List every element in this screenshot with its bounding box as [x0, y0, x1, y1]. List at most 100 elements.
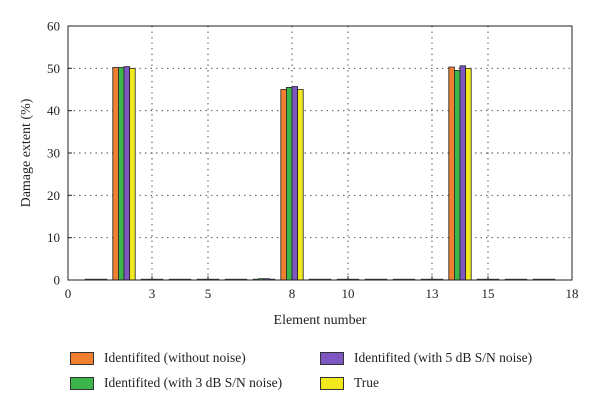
bar-element-17-series-4 — [549, 278, 556, 280]
bar-element-2-series-3 — [123, 66, 130, 281]
bar-element-15-series-4 — [493, 278, 500, 280]
legend-swatch-purple — [320, 351, 344, 365]
legend-swatch-orange — [70, 351, 94, 365]
bar-element-4-series-1 — [168, 278, 175, 280]
bar-element-2-series-2 — [118, 67, 125, 281]
y-tick-labels: 0 10 20 30 40 50 60 — [47, 19, 72, 288]
x-tick-label: 0 — [65, 286, 72, 301]
bar-group — [84, 65, 556, 281]
y-tick-label: 30 — [47, 146, 60, 161]
bar-element-3-series-4 — [157, 278, 164, 280]
y-tick-label: 40 — [47, 103, 60, 118]
chart-legend: Identifited (without noise) Identifited … — [66, 346, 586, 396]
bar-element-8-series-4 — [297, 89, 304, 281]
y-tick-label: 50 — [47, 61, 60, 76]
bar-element-17-series-3 — [544, 278, 550, 280]
bar-element-13-series-3 — [432, 278, 438, 280]
legend-item-without-noise: Identifited (without noise) — [70, 350, 246, 366]
bar-element-1-series-2 — [90, 278, 96, 280]
bar-element-10-series-2 — [342, 278, 348, 280]
x-tick-label: 3 — [149, 286, 156, 301]
bar-element-11-series-2 — [370, 278, 376, 280]
bar-element-1-series-4 — [101, 278, 108, 280]
bar-element-2-series-1 — [112, 67, 119, 281]
bar-element-3-series-1 — [140, 278, 147, 280]
bar-element-1-series-1 — [84, 278, 91, 280]
bar-element-5-series-4 — [213, 278, 220, 280]
bar-element-7-series-4 — [269, 278, 276, 280]
y-tick-label: 0 — [54, 273, 61, 288]
bar-element-10-series-4 — [353, 278, 360, 280]
bar-element-15-series-1 — [476, 278, 483, 280]
x-tick-label: 15 — [482, 286, 495, 301]
bar-element-6-series-4 — [241, 278, 248, 280]
grid-lines — [68, 26, 572, 280]
bar-element-11-series-1 — [364, 278, 371, 280]
x-tick-label: 5 — [205, 286, 212, 301]
bar-element-9-series-2 — [314, 278, 320, 280]
bar-element-14-series-1 — [448, 66, 455, 281]
bar-element-17-series-1 — [532, 278, 539, 280]
legend-item-true: True — [320, 375, 379, 391]
legend-label: Identifited (with 5 dB S/N noise) — [354, 350, 533, 365]
bar-element-8-series-1 — [280, 89, 287, 281]
y-tick-label: 60 — [47, 19, 60, 34]
bar-element-5-series-3 — [208, 278, 214, 280]
bar-element-8-series-2 — [285, 86, 293, 281]
bar-element-13-series-4 — [437, 278, 444, 280]
bar-element-16-series-2 — [510, 278, 516, 280]
plot-frame — [67, 25, 573, 281]
bar-element-9-series-3 — [320, 278, 326, 280]
bar-element-10-series-1 — [336, 278, 343, 280]
bar-element-13-series-2 — [426, 278, 432, 280]
y-tick-label: 10 — [47, 230, 60, 245]
x-tick-label: 13 — [426, 286, 439, 301]
bar-element-15-series-2 — [482, 278, 488, 280]
bar-element-15-series-3 — [488, 278, 494, 280]
bar-element-6-series-3 — [236, 278, 242, 280]
legend-label: Identifited (without noise) — [104, 350, 246, 365]
bar-element-14-series-4 — [465, 67, 472, 281]
bar-element-3-series-2 — [146, 278, 152, 280]
bar-element-9-series-1 — [308, 278, 315, 280]
bar-element-12-series-4 — [409, 278, 416, 280]
bar-element-9-series-4 — [325, 278, 332, 280]
bar-element-1-series-3 — [96, 278, 102, 280]
bar-element-4-series-3 — [180, 278, 186, 280]
bar-element-3-series-3 — [152, 278, 158, 280]
bar-element-2-series-4 — [129, 67, 136, 281]
bar-element-5-series-1 — [196, 278, 203, 280]
legend-swatch-green — [70, 376, 94, 390]
bar-element-8-series-3 — [291, 86, 298, 281]
y-axis-label: Damage extent (%) — [19, 98, 34, 207]
bar-element-4-series-2 — [174, 278, 180, 280]
bar-element-11-series-3 — [376, 278, 382, 280]
bar-element-16-series-1 — [504, 278, 511, 280]
bar-element-16-series-3 — [516, 278, 522, 280]
bar-element-12-series-2 — [398, 278, 404, 280]
bar-element-7-series-1 — [252, 278, 259, 280]
bar-element-6-series-1 — [224, 278, 231, 280]
x-tick-label: 8 — [289, 286, 296, 301]
x-axis-label: Element number — [274, 313, 367, 328]
damage-bar-chart: 0 3 5 8 10 13 15 18 0 10 20 30 40 50 60 Element numbe… — [19, 19, 579, 329]
x-tick-label: 10 — [342, 286, 355, 301]
bar-element-16-series-4 — [521, 278, 528, 280]
bar-element-10-series-3 — [348, 278, 354, 280]
bar-element-14-series-3 — [459, 65, 466, 281]
bar-element-5-series-2 — [202, 278, 208, 280]
bar-element-17-series-2 — [538, 278, 544, 280]
legend-label: Identifited (with 3 dB S/N noise) — [104, 375, 283, 390]
y-tick-label: 20 — [47, 188, 60, 203]
bar-element-12-series-3 — [404, 278, 410, 280]
x-tick-label: 18 — [566, 286, 579, 301]
legend-swatch-yellow — [320, 376, 344, 390]
bar-element-13-series-1 — [420, 278, 427, 280]
legend-item-3db-noise: Identifited (with 3 dB S/N noise) — [70, 375, 282, 391]
bar-element-11-series-4 — [381, 278, 388, 280]
x-tick-labels: 0 3 5 8 10 13 15 18 — [65, 276, 579, 301]
bar-element-12-series-1 — [392, 278, 399, 280]
bar-element-14-series-2 — [453, 70, 461, 281]
legend-item-5db-noise: Identifited (with 5 dB S/N noise) — [320, 350, 532, 366]
bar-element-4-series-4 — [185, 278, 192, 280]
